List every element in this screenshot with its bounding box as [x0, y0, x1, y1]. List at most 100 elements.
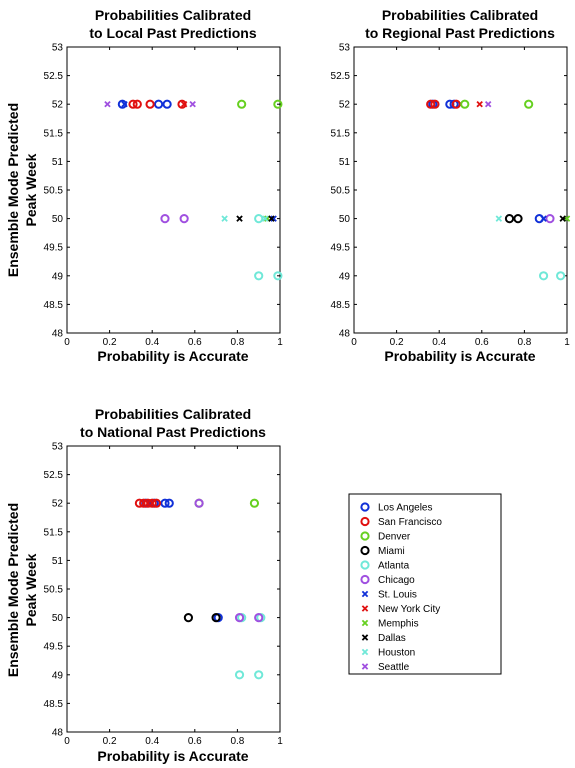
chart-regional-xtick-label: 1 [564, 337, 570, 348]
chart-national-ytick-label: 53 [52, 442, 64, 453]
point-chicago [179, 214, 189, 224]
point-san-francisco [128, 99, 138, 109]
legend-label-dallas: Dallas [378, 633, 406, 644]
legend-label-st-louis: St. Louis [378, 590, 417, 601]
point-atlanta [234, 670, 245, 680]
chart-regional-xtick-label: 0.4 [432, 337, 446, 348]
point-miami [183, 613, 194, 623]
point-san-francisco [139, 498, 149, 508]
chart-local-ylabel-line1: Ensemble Mode Predicted [5, 103, 21, 277]
point-seattle [189, 100, 196, 108]
chart-local-ylabel-line2: Peak Week [23, 153, 39, 226]
chart-local-xtick-label: 0.2 [103, 337, 117, 348]
point-houston [261, 215, 269, 222]
legend-label-los-angeles: Los Angeles [378, 503, 433, 514]
chart-national-xtick-label: 1 [277, 736, 283, 747]
chart-local-plot-area: 48 48.5 49 49.5 50 50.5 51 51.5 52 52.5 53 0 0.2 0.4 0… [44, 43, 284, 349]
chart-local-ytick-label: 51 [52, 157, 64, 168]
point-st-louis [121, 100, 128, 108]
chart-local: Probabilities Calibrated to Local Past P… [5, 7, 283, 364]
chart-national-xtick-label: 0.6 [188, 736, 202, 747]
point-houston [495, 215, 503, 222]
point-san-francisco [145, 99, 155, 109]
chart-local-ytick-label: 48.5 [44, 300, 64, 311]
chart-national-plot-area: 48 48.5 49 49.5 50 50.5 51 51.5 52 52.5 53 0 0.2 0.4 0… [44, 442, 284, 748]
legend-marker-san-francisco [360, 516, 370, 527]
chart-regional-title-line1: Probabilities Calibrated [382, 7, 538, 23]
chart-local-ytick-label: 53 [52, 43, 64, 54]
legend-marker-atlanta [360, 560, 370, 570]
point-miami [211, 613, 221, 623]
chart-regional-ytick-label: 51 [339, 157, 351, 168]
chart-national-ytick-label: 52.5 [44, 470, 64, 481]
point-atlanta [254, 214, 264, 224]
point-miami [513, 214, 523, 224]
point-seattle [104, 100, 111, 108]
point-san-francisco [132, 99, 142, 109]
point-san-francisco [430, 99, 440, 109]
point-dallas [268, 215, 275, 222]
chart-local-xtick-label: 0 [64, 337, 70, 348]
point-new-york-city [180, 100, 188, 108]
chart-regional-ytick-label: 52 [339, 100, 351, 111]
point-dallas [236, 215, 243, 222]
chart-national-title-line2: to National Past Predictions [80, 424, 266, 440]
chart-national-axes-box [66, 445, 281, 733]
legend-label-chicago: Chicago [378, 575, 415, 586]
chart-regional-ytick-label: 48.5 [331, 300, 351, 311]
chart-national-ytick-label: 48.5 [44, 699, 64, 710]
chart-local-title-line1: Probabilities Calibrated [95, 7, 251, 23]
point-denver [237, 99, 247, 109]
point-los-angeles [164, 498, 174, 508]
chart-national-ytick-label: 49.5 [44, 642, 64, 653]
chart-local-ytick-label: 49 [52, 271, 64, 282]
chart-local-axes-box [66, 46, 281, 334]
chart-national-ytick-label: 50.5 [44, 585, 64, 596]
chart-national: Probabilities Calibrated to National Pas… [5, 406, 283, 764]
legend-label-san-francisco: San Francisco [378, 517, 442, 528]
legend-marker-dallas [361, 634, 369, 641]
chart-local-xtick-label: 0.6 [188, 337, 202, 348]
chart-legend: Los Angeles San Francisco Denver Miami Atlan… [348, 493, 502, 675]
chart-national-ytick-label: 51.5 [44, 527, 64, 538]
point-atlanta [556, 271, 566, 281]
point-atlanta [538, 271, 549, 281]
legend-label-atlanta: Atlanta [378, 561, 410, 572]
chart-national-ylabel-line2: Peak Week [23, 553, 39, 626]
chart-regional-ytick-label: 50 [339, 214, 351, 225]
chart-local-xtick-label: 1 [277, 337, 283, 348]
point-chicago [160, 214, 170, 224]
legend-label-denver: Denver [378, 532, 411, 543]
chart-national-ytick-label: 50 [52, 613, 64, 624]
legend-marker-los-angeles [360, 502, 370, 512]
chart-national-xtick-label: 0.8 [230, 736, 244, 747]
chart-national-xtick-label: 0.4 [145, 736, 159, 747]
point-denver [273, 99, 283, 109]
point-san-francisco [134, 498, 145, 508]
chart-regional-xtick-label: 0.2 [390, 337, 404, 348]
chart-local-title-line2: to Local Past Predictions [89, 25, 256, 41]
point-san-francisco [451, 99, 461, 109]
chart-local-xtick-label: 0.8 [230, 337, 244, 348]
legend-marker-memphis [361, 619, 369, 627]
point-atlanta [254, 670, 264, 680]
chart-regional-ytick-label: 53 [339, 43, 351, 54]
chart-regional-ytick-label: 50.5 [331, 186, 351, 197]
chart-regional-ytick-label: 49 [339, 271, 351, 282]
chart-regional-ytick-label: 51.5 [331, 128, 351, 139]
chart-local-ytick-label: 52.5 [44, 71, 64, 82]
point-los-angeles [160, 498, 170, 508]
point-los-angeles [153, 99, 164, 109]
chart-regional-ytick-label: 49.5 [331, 243, 351, 254]
legend-label-seattle: Seattle [378, 662, 410, 673]
point-chicago [254, 613, 264, 623]
chart-national-ytick-label: 52 [52, 499, 64, 510]
point-los-angeles [162, 99, 172, 109]
point-san-francisco [147, 498, 157, 508]
chart-local-ytick-label: 51.5 [44, 128, 64, 139]
point-denver [249, 498, 260, 508]
point-st-louis [540, 215, 547, 222]
chart-national-xlabel: Probability is Accurate [97, 748, 248, 764]
point-atlanta [254, 271, 264, 281]
